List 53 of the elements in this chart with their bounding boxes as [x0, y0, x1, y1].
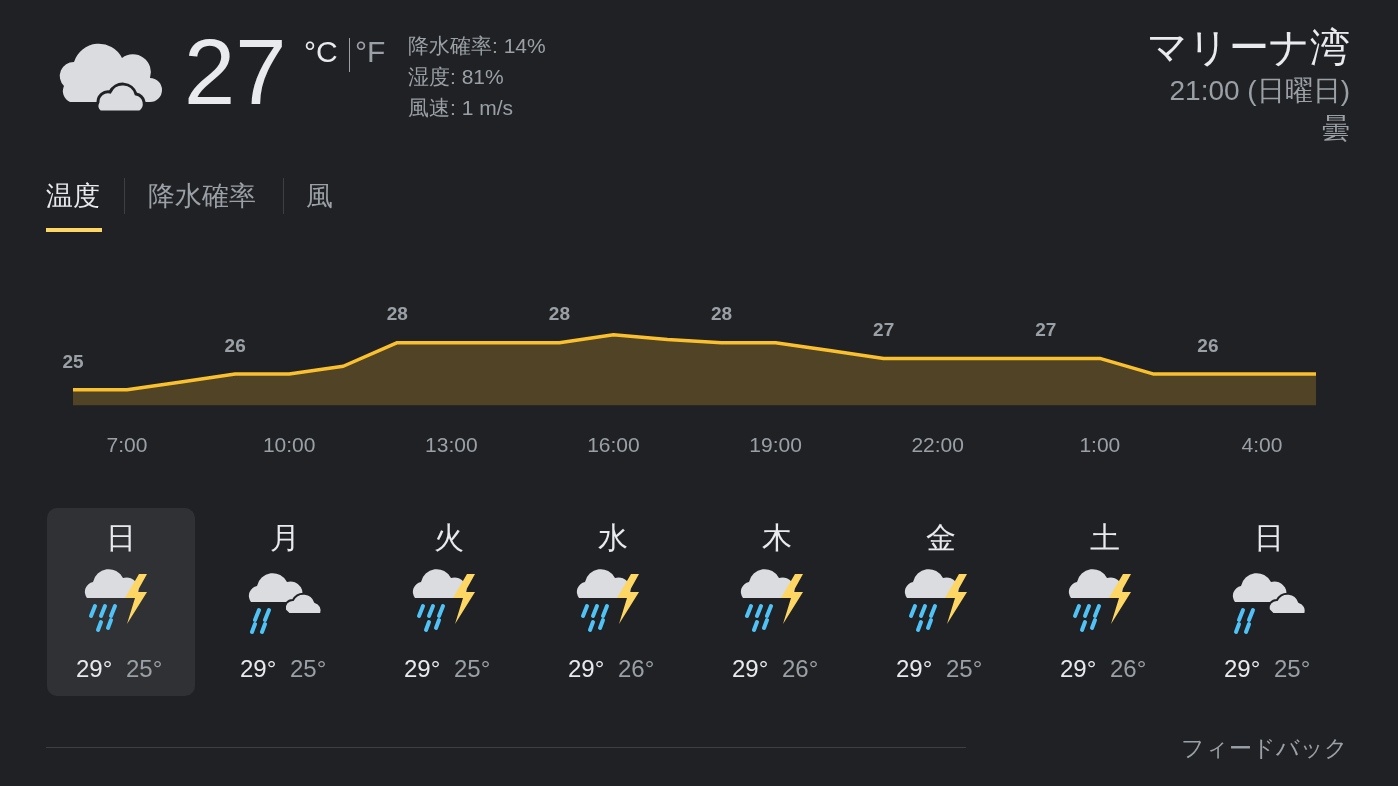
annotation: 25° [126, 655, 163, 683]
annotation: 水 [597, 520, 629, 556]
annotation: 日 [105, 520, 137, 556]
annotation: 26° [1110, 655, 1147, 683]
data-label: 25 [62, 350, 84, 372]
text: °F [355, 35, 386, 69]
x-tick-label: 22:00 [911, 432, 964, 456]
chart-title: マリーナ湾 [1147, 24, 1350, 71]
annotation: 29° [404, 655, 441, 683]
x-tick-label: 7:00 [106, 432, 148, 456]
annotation: 金 [925, 520, 957, 556]
x-tick-label: 16:00 [587, 432, 640, 456]
annotation: 29° [76, 655, 113, 683]
annotation: 29° [896, 655, 933, 683]
text: 風速: 1 m/s [408, 95, 514, 121]
annotation: 29° [1224, 655, 1261, 683]
x-tick-label: 1:00 [1079, 432, 1121, 456]
annotation: 25° [1274, 655, 1311, 683]
annotation: 土 [1089, 520, 1121, 556]
text: 風 [306, 180, 333, 213]
data-label: 26 [224, 334, 246, 356]
annotation: フィードバック [1181, 734, 1348, 763]
annotation: 29° [1060, 655, 1097, 683]
annotation: 25° [290, 655, 327, 683]
data-label: 27 [1035, 319, 1057, 341]
chart-subtitle: 21:00 (日曜日) [1169, 74, 1350, 108]
text: 温度 [46, 180, 100, 213]
annotation: 25° [454, 655, 491, 683]
annotation: 日 [1253, 520, 1285, 556]
text: 曇 [1322, 112, 1350, 146]
x-tick-label: 19:00 [749, 432, 802, 456]
annotation: 29° [732, 655, 769, 683]
data-label: 28 [548, 303, 570, 325]
annotation: 火 [433, 520, 465, 556]
annotation: 29° [568, 655, 605, 683]
text: 降水確率 [148, 180, 256, 213]
x-tick-label: 10:00 [262, 432, 316, 456]
data-label: 28 [386, 303, 408, 325]
annotation: 29° [240, 655, 277, 683]
data-label: 26 [1197, 334, 1219, 356]
x-tick-label: 13:00 [425, 432, 478, 456]
annotation: 月 [269, 520, 301, 556]
annotation: 26° [618, 655, 655, 683]
data-label: 27 [873, 319, 895, 341]
annotation: 25° [946, 655, 983, 683]
annotation: 26° [782, 655, 819, 683]
data-label: 28 [710, 303, 733, 325]
annotation: 木 [761, 520, 793, 556]
x-tick-label: 4:00 [1241, 432, 1283, 456]
text: 27 [184, 21, 287, 123]
text: 降水確率: 14% [408, 33, 546, 59]
text: °C [304, 35, 338, 69]
text: 湿度: 81% [408, 64, 504, 90]
